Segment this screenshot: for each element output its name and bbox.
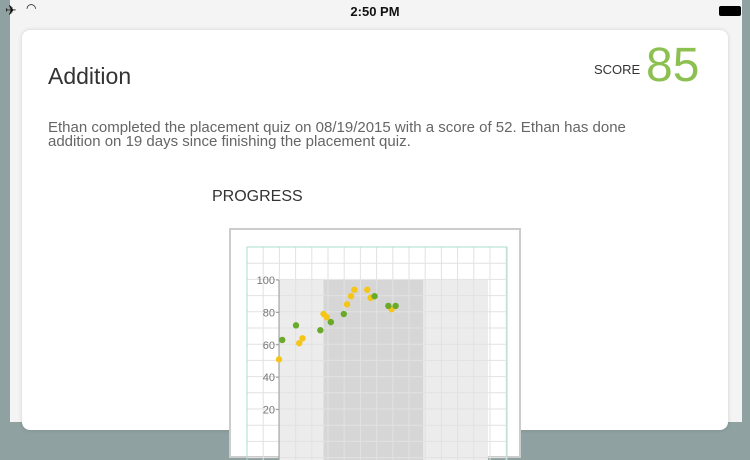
y-tick-label: 20: [263, 405, 275, 417]
y-tick-label: 60: [263, 340, 275, 352]
data-point-green: [392, 302, 399, 310]
skill-card: Addition SCORE 85 Ethan completed the pl…: [22, 30, 728, 460]
status-time: 2:50 PM: [350, 4, 400, 19]
wifi-icon: ◠: [26, 1, 37, 15]
data-point-green: [279, 336, 286, 344]
progress-heading: PROGRESS: [212, 188, 303, 205]
skill-title: Addition: [48, 63, 132, 89]
data-point-yellow: [364, 286, 371, 293]
data-point-green: [371, 293, 378, 300]
data-point-green: [317, 327, 324, 334]
data-point-yellow: [343, 301, 351, 308]
data-point-green: [385, 302, 392, 310]
progress-chart: 100 80 60 40 20: [229, 228, 521, 460]
airplane-icon: ✈: [5, 2, 17, 18]
y-tick-label: 80: [263, 307, 275, 319]
data-point-yellow: [299, 335, 306, 342]
data-point-yellow: [347, 293, 355, 300]
data-point-yellow: [296, 339, 303, 347]
plot-border: [246, 246, 508, 460]
chart-band-dark: [323, 280, 424, 460]
data-point-green: [327, 318, 335, 326]
data-point-yellow: [275, 356, 283, 363]
skill-description: Ethan completed the placement quiz on 08…: [48, 119, 626, 150]
score-value: 85: [646, 39, 700, 92]
data-point-yellow: [351, 286, 358, 293]
status-bar: ✈ ◠ 2:50 PM: [0, 0, 750, 22]
data-point-green: [292, 322, 300, 329]
data-point-yellow: [323, 314, 330, 321]
score-label: SCORE: [594, 62, 641, 77]
y-tick-label: 40: [263, 372, 275, 384]
progress-chart-svg: 100 80 60 40 20: [246, 246, 508, 460]
data-point-green: [340, 310, 347, 318]
battery-icon: [719, 6, 741, 16]
y-tick-label: 100: [257, 275, 275, 287]
